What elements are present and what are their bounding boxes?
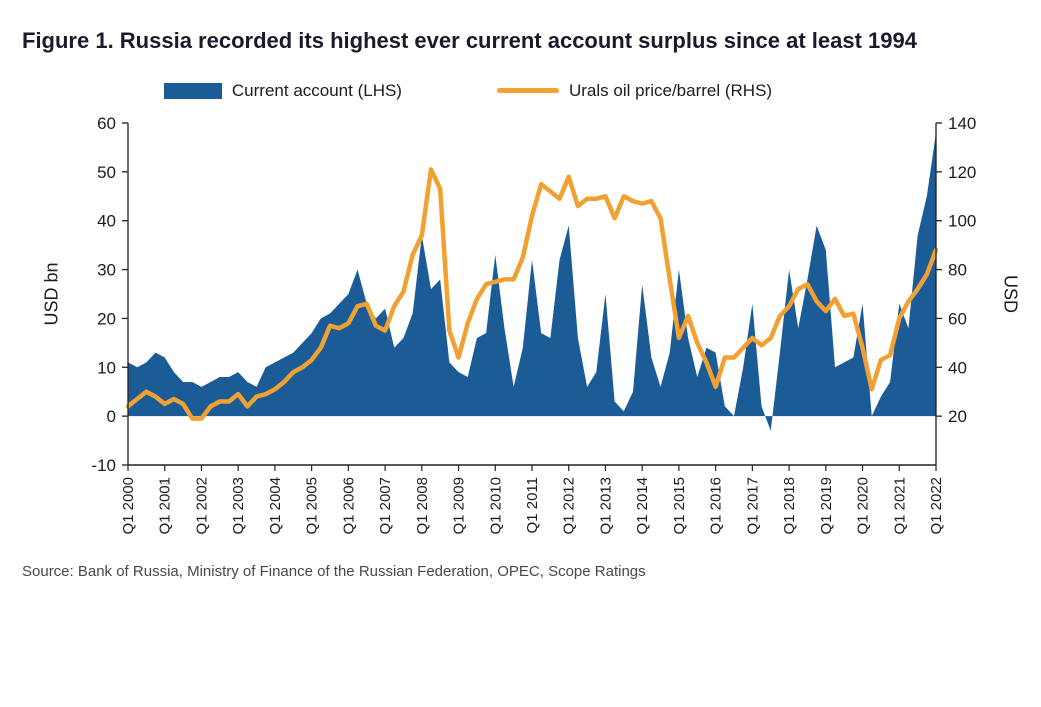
x-axis-tick-label: Q1 2015 — [671, 477, 688, 535]
right-axis-tick-label: 140 — [948, 114, 976, 133]
left-axis-title: USD bn — [41, 262, 62, 326]
chart-area: USD bn 60 50 40 30 20 10 0 -10 140 120 100 80 60 40 20… — [0, 107, 1041, 555]
right-axis-tick-label: 20 — [948, 407, 967, 426]
x-axis-tick-label: Q1 2018 — [781, 477, 798, 535]
x-axis-tick-label: Q1 2000 — [120, 477, 137, 535]
legend-item-current-account: Current account (LHS) — [163, 80, 402, 101]
x-axis-tick-label: Q1 2004 — [267, 477, 284, 535]
x-axis-tick-label: Q1 2020 — [855, 477, 872, 535]
x-axis-tick-label: Q1 2002 — [193, 477, 210, 535]
left-axis-tick-label: 30 — [97, 260, 116, 279]
left-axis-tick-label: 60 — [97, 114, 116, 133]
left-axis-tick-label: -10 — [91, 456, 116, 475]
right-axis-tick-label: 100 — [948, 211, 976, 230]
page: Figure 1. Russia recorded its highest ev… — [0, 16, 1041, 707]
left-axis-tick-label: 10 — [97, 358, 116, 377]
current-account-swatch — [163, 82, 222, 99]
x-axis-tick-label: Q1 2014 — [634, 477, 651, 535]
x-axis-tick-label: Q1 2010 — [487, 477, 504, 535]
x-axis-tick-label: Q1 2005 — [304, 477, 321, 535]
right-axis-tick-label: 60 — [948, 309, 967, 328]
left-axis-tick-label: 20 — [97, 309, 116, 328]
x-axis-tick-label: Q1 2007 — [377, 477, 394, 535]
legend-label-oil-price: Urals oil price/barrel (RHS) — [568, 80, 773, 100]
x-axis-tick-label: Q1 2006 — [340, 477, 357, 535]
left-axis-tick-label: 50 — [97, 162, 116, 181]
source-text: Source: Bank of Russia, Ministry of Fina… — [22, 562, 646, 580]
x-axis-tick-label: Q1 2011 — [524, 477, 541, 533]
legend-item-oil-price: Urals oil price/barrel (RHS) — [496, 80, 773, 101]
oil-price-line — [125, 166, 939, 421]
x-axis-tick-label: Q1 2017 — [744, 477, 761, 535]
right-axis-tick-label: 80 — [948, 260, 967, 279]
x-axis-tick-label: Q1 2022 — [928, 477, 945, 535]
x-axis-tick-label: Q1 2019 — [818, 477, 835, 535]
right-axis-title: USD — [1000, 274, 1021, 313]
x-axis-tick-label: Q1 2021 — [891, 477, 908, 535]
left-axis-tick-label: 0 — [107, 407, 116, 426]
chart-legend: Current account (LHS) Urals oil price/ba… — [0, 81, 936, 101]
oil-price-swatch — [496, 88, 559, 94]
x-axis-tick-label: Q1 2003 — [230, 477, 247, 535]
x-axis-tick-label: Q1 2012 — [561, 477, 578, 535]
current-account-area — [128, 132, 936, 431]
x-axis-tick-label: Q1 2013 — [597, 477, 614, 535]
x-axis-tick-label: Q1 2009 — [451, 477, 468, 535]
legend-label-current-account: Current account (LHS) — [231, 80, 402, 100]
x-axis-tick-label: Q1 2008 — [414, 477, 431, 535]
right-axis-tick-label: 120 — [948, 162, 976, 181]
figure-title: Figure 1. Russia recorded its highest ev… — [22, 28, 917, 53]
right-axis-tick-label: 40 — [948, 358, 967, 377]
x-axis-tick-label: Q1 2001 — [157, 477, 174, 535]
left-axis-tick-label: 40 — [97, 211, 116, 230]
x-axis-tick-label: Q1 2016 — [708, 477, 725, 535]
